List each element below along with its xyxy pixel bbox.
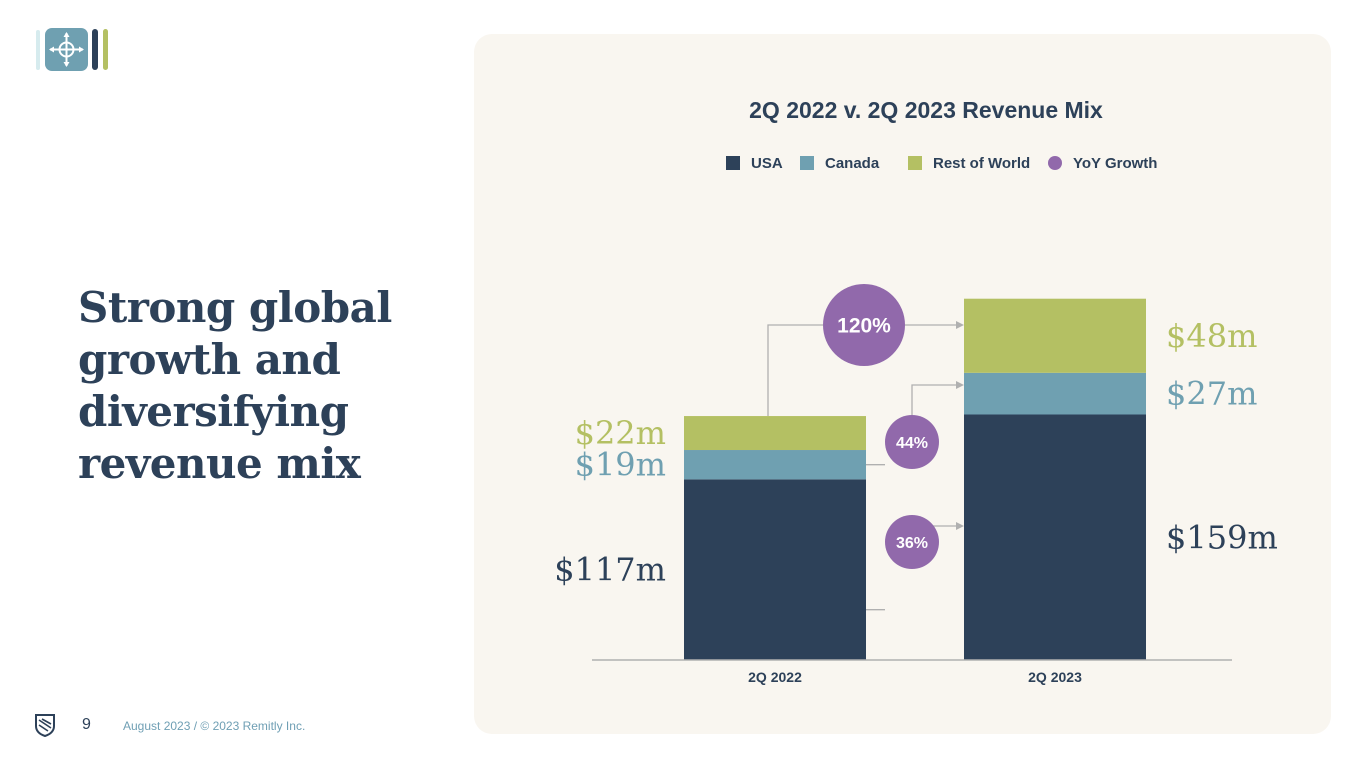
bar-canada-2q-2022 bbox=[684, 450, 866, 480]
legend-swatch-yoy-growth bbox=[1048, 156, 1062, 170]
company-logo bbox=[36, 28, 108, 71]
value-label-usa-2q-2023: $159m bbox=[1166, 518, 1278, 556]
value-label-canada-2q-2022: $19m bbox=[575, 446, 666, 484]
chart-legend: USA Canada Rest of World YoY Growth bbox=[726, 155, 1157, 172]
shield-icon bbox=[35, 714, 55, 738]
connector-canada bbox=[866, 384, 960, 466]
slide-headline: Strong global growth and diversifying re… bbox=[78, 283, 392, 488]
bar-rest-of-world-2q-2022 bbox=[684, 416, 866, 451]
growth-bubble-rest-of-world bbox=[823, 284, 905, 366]
category-label-2q-2023: 2Q 2023 bbox=[1028, 669, 1082, 685]
growth-bubbles: 120% 44% 36% bbox=[823, 284, 939, 569]
legend-label-usa: USA bbox=[751, 155, 783, 172]
value-labels: $117m $19m$22m $159m $27m $48m bbox=[554, 317, 1278, 589]
legend-label-canada: Canada bbox=[825, 155, 880, 172]
legend-label-rest-of-world: Rest of World bbox=[933, 155, 1030, 172]
value-label-rest-of-world-2q-2022: $22m bbox=[575, 414, 666, 452]
growth-label-canada: 44% bbox=[896, 435, 928, 452]
growth-bubble-canada bbox=[885, 415, 939, 469]
category-labels: 2Q 2022 2Q 2023 bbox=[748, 669, 1082, 685]
bar-usa-2q-2023 bbox=[964, 414, 1146, 660]
growth-label-rest-of-world: 120% bbox=[837, 315, 891, 338]
bars bbox=[684, 298, 1146, 660]
growth-label-usa: 36% bbox=[896, 535, 928, 552]
value-label-canada-2q-2023: $27m bbox=[1166, 375, 1257, 413]
legend-label-yoy-growth: YoY Growth bbox=[1073, 155, 1157, 172]
legend-swatch-rest-of-world bbox=[908, 156, 922, 170]
page-number: 9 bbox=[82, 716, 91, 733]
bar-canada-2q-2023 bbox=[964, 372, 1146, 415]
chart-title: 2Q 2022 v. 2Q 2023 Revenue Mix bbox=[749, 97, 1103, 123]
chart-panel: 120% 44% 36% $117m $19m $22m $159m $27m $48m 2Q… bbox=[474, 34, 1331, 734]
value-label-rest-of-world-2q-2023: $48m bbox=[1166, 317, 1257, 355]
revenue-mix-chart: 120% 44% 36% $117m $19m$22m $159m $27m $48m 2Q… bbox=[554, 97, 1278, 685]
footer-copyright: August 2023 / © 2023 Remitly Inc. bbox=[123, 719, 306, 733]
value-label-usa-2q-2022: $117m bbox=[554, 551, 666, 589]
bar-rest-of-world-2q-2023 bbox=[964, 298, 1146, 373]
legend-swatch-usa bbox=[726, 156, 740, 170]
growth-bubble-usa bbox=[885, 515, 939, 569]
connector-rest-of-world bbox=[767, 324, 960, 417]
bar-usa-2q-2022 bbox=[684, 479, 866, 660]
legend-swatch-canada bbox=[800, 156, 814, 170]
category-label-2q-2022: 2Q 2022 bbox=[748, 669, 802, 685]
